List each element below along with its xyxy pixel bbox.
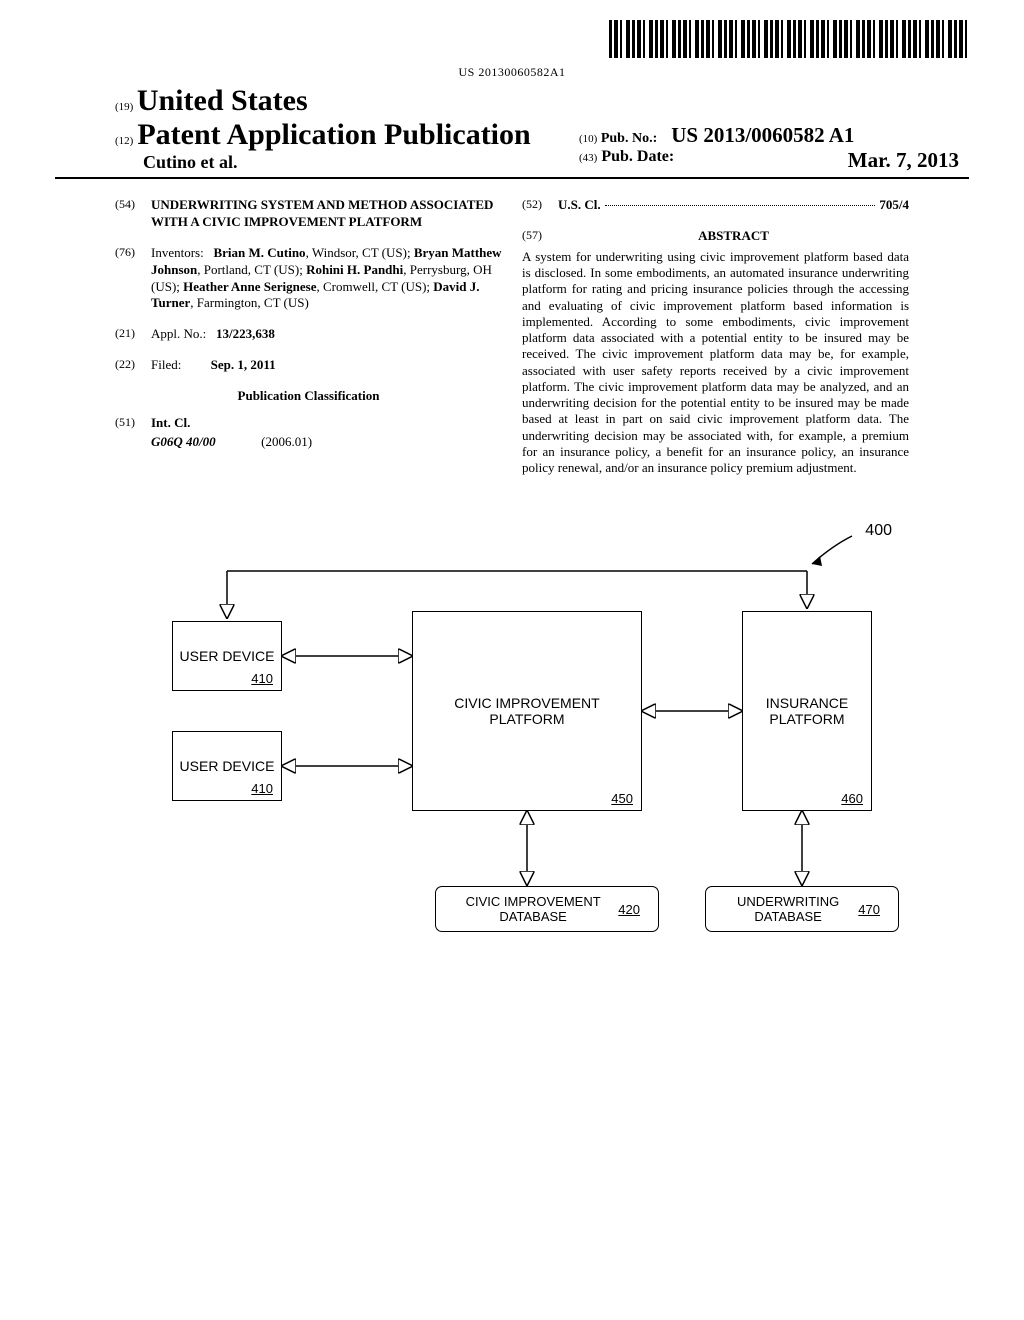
- pub-date: Mar. 7, 2013: [848, 148, 959, 173]
- filed-date: Sep. 1, 2011: [211, 357, 276, 372]
- intcl-date: (2006.01): [261, 434, 312, 449]
- box-civic-database: CIVIC IMPROVEMENT DATABASE 420: [442, 886, 652, 932]
- figure-diagram: 400 USER DEVICE 410 USER DEVICE 410 CIVI…: [132, 516, 892, 1036]
- code-54: (54): [115, 197, 151, 231]
- barcode-region: US 20130060582A1: [55, 20, 969, 80]
- box-civic-platform-ref: 450: [611, 791, 633, 806]
- uscl-label: U.S. Cl.: [558, 197, 601, 214]
- appl-no: 13/223,638: [216, 326, 275, 341]
- country-name: United States: [137, 84, 308, 117]
- box-underwriting-database-label: UNDERWRITING DATABASE: [724, 894, 852, 924]
- box-user-device-1-label: USER DEVICE: [180, 648, 275, 664]
- pub-no-label: Pub. No.:: [601, 131, 657, 146]
- inventors-label: Inventors:: [151, 245, 204, 260]
- inventors-list: Brian M. Cutino, Windsor, CT (US); Bryan…: [151, 245, 502, 311]
- bibliographic-data: (54) UNDERWRITING SYSTEM AND METHOD ASSO…: [55, 197, 969, 476]
- filed-label: Filed:: [151, 357, 181, 372]
- left-column: (54) UNDERWRITING SYSTEM AND METHOD ASSO…: [115, 197, 502, 476]
- box-user-device-2: USER DEVICE 410: [172, 731, 282, 801]
- code-57: (57): [522, 228, 558, 245]
- intcl-label: Int. Cl.: [151, 415, 190, 430]
- box-civic-database-ref: 420: [618, 902, 640, 917]
- pub-no: US 2013/0060582 A1: [671, 123, 854, 147]
- uscl-value: 705/4: [879, 197, 909, 214]
- code-76: (76): [115, 245, 151, 313]
- box-user-device-1: USER DEVICE 410: [172, 621, 282, 691]
- right-column: (52) U.S. Cl. 705/4 (57) ABSTRACT A syst…: [522, 197, 909, 476]
- authors-short: Cutino et al.: [115, 152, 531, 173]
- box-insurance-platform-label: INSURANCE PLATFORM: [747, 695, 867, 727]
- appl-no-label: Appl. No.:: [151, 326, 206, 341]
- code-12: (12): [115, 135, 133, 147]
- code-21: (21): [115, 326, 151, 343]
- dotted-leader: [605, 205, 876, 206]
- intcl-code: G06Q 40/00: [151, 434, 216, 449]
- box-civic-database-label: CIVIC IMPROVEMENT DATABASE: [454, 894, 612, 924]
- box-user-device-2-ref: 410: [251, 781, 273, 796]
- code-51: (51): [115, 415, 151, 432]
- abstract-header: ABSTRACT: [558, 228, 909, 245]
- box-user-device-1-ref: 410: [251, 671, 273, 686]
- invention-title: UNDERWRITING SYSTEM AND METHOD ASSOCIATE…: [151, 197, 502, 231]
- box-underwriting-database-ref: 470: [858, 902, 880, 917]
- box-civic-platform: CIVIC IMPROVEMENT PLATFORM 450: [412, 611, 642, 811]
- abstract-text: A system for underwriting using civic im…: [522, 249, 909, 477]
- box-user-device-2-label: USER DEVICE: [180, 758, 275, 774]
- box-civic-platform-label: CIVIC IMPROVEMENT PLATFORM: [417, 695, 637, 727]
- document-header: (19) United States (12) Patent Applicati…: [55, 84, 969, 179]
- code-52: (52): [522, 197, 558, 214]
- document-type: Patent Application Publication: [137, 118, 530, 151]
- barcode-text: US 20130060582A1: [55, 65, 969, 80]
- code-19: (19): [115, 101, 133, 113]
- box-insurance-platform: INSURANCE PLATFORM 460: [742, 611, 872, 811]
- barcode-graphic: [609, 20, 969, 58]
- box-insurance-platform-ref: 460: [841, 791, 863, 806]
- figure-reference-number: 400: [865, 522, 892, 540]
- pub-date-label: Pub. Date:: [601, 148, 674, 165]
- code-10: (10): [579, 133, 597, 145]
- box-underwriting-database: UNDERWRITING DATABASE 470: [712, 886, 892, 932]
- classification-header: Publication Classification: [115, 388, 502, 405]
- code-22: (22): [115, 357, 151, 374]
- code-43: (43): [579, 152, 597, 164]
